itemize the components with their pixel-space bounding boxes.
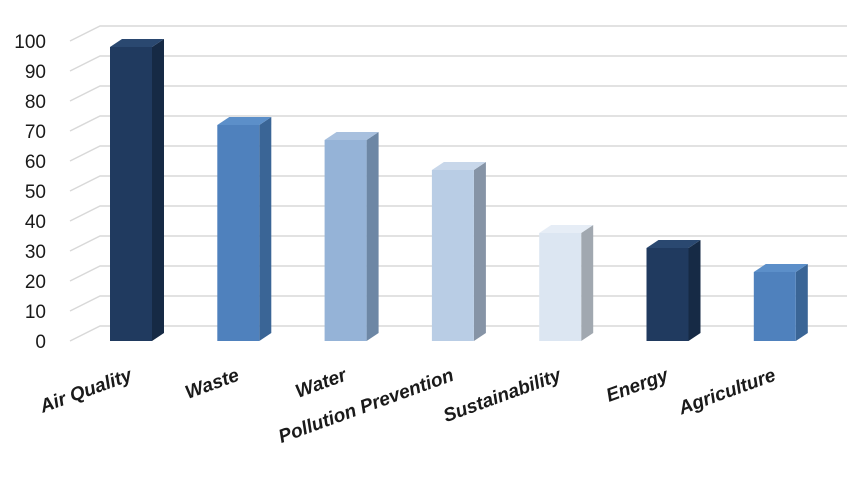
bar-side-face	[152, 39, 164, 341]
gridline	[69, 235, 847, 252]
bar-top-face	[324, 132, 379, 140]
bar	[431, 162, 486, 341]
bar-top-face	[431, 162, 486, 170]
gridline	[69, 145, 847, 162]
bars	[110, 39, 808, 341]
bar-side-face	[795, 264, 808, 341]
bar-top-face	[753, 264, 808, 272]
x-category-label: Energy	[603, 364, 672, 406]
y-tick-label: 20	[25, 272, 46, 293]
bar	[110, 39, 164, 341]
gridlines	[69, 25, 847, 342]
bar-side-face	[259, 117, 272, 341]
bar-front-face	[646, 248, 689, 341]
x-category-label: Sustainability	[441, 364, 566, 426]
bar-top-face	[646, 240, 701, 248]
bar	[646, 240, 701, 341]
bar-front-face	[324, 140, 367, 341]
bar-top-face	[110, 39, 164, 47]
y-tick-label: 60	[25, 152, 46, 173]
gridline	[69, 25, 847, 42]
bar-top-face	[539, 225, 594, 233]
y-tick-label: 40	[25, 212, 46, 233]
y-axis-tick-labels: 0 10 20 30 40 50 60 70 80 90 100	[14, 32, 46, 353]
x-category-label: Waste	[183, 365, 243, 404]
y-tick-label: 50	[25, 182, 46, 203]
bar-side-face	[688, 240, 701, 341]
gridline	[69, 325, 847, 342]
bar	[753, 264, 808, 341]
bar	[217, 117, 272, 341]
y-tick-label: 80	[25, 92, 46, 113]
x-category-label: Agriculture	[675, 365, 779, 420]
gridline	[69, 295, 847, 312]
bar-side-face	[581, 225, 594, 341]
x-category-label: Water	[293, 364, 351, 402]
y-tick-label: 90	[25, 62, 46, 83]
gridline	[69, 265, 847, 282]
bar-top-face	[217, 117, 272, 125]
y-tick-label: 10	[25, 302, 46, 323]
gridline	[69, 175, 847, 192]
bar	[324, 132, 379, 341]
gridline	[69, 115, 847, 132]
bar-front-face	[110, 47, 152, 341]
x-category-label: Pollution Prevention	[276, 365, 457, 448]
y-tick-label: 100	[14, 32, 46, 53]
y-tick-label: 70	[25, 122, 46, 143]
gridline	[69, 55, 847, 72]
y-tick-label: 0	[35, 332, 46, 353]
gridline	[69, 205, 847, 222]
bar-side-face	[473, 162, 486, 341]
x-category-label: Air Quality	[36, 364, 136, 417]
bar-side-face	[366, 132, 379, 341]
bar	[539, 225, 594, 341]
gridline	[69, 85, 847, 102]
bar-front-face	[753, 272, 796, 341]
bar-front-face	[539, 233, 582, 341]
bar-front-face	[217, 125, 260, 341]
bar-front-face	[431, 170, 474, 341]
y-tick-label: 30	[25, 242, 46, 263]
